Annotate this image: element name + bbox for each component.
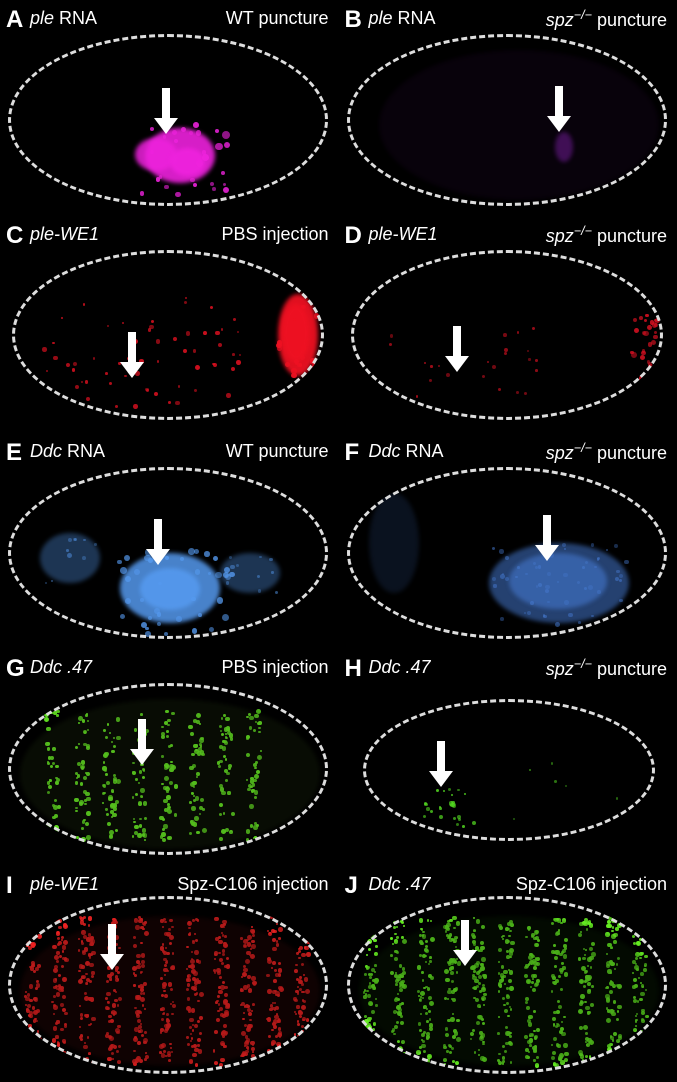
right-label: spz−/− puncture: [546, 8, 667, 31]
right-label: spz−/− puncture: [546, 441, 667, 464]
figure-grid: A ple RNA WT puncture B ple RNA spz−/− p…: [0, 0, 677, 1082]
embryo-outline: [8, 896, 328, 1074]
panel-letter: J: [345, 872, 358, 900]
panel-letter: H: [345, 655, 362, 683]
embryo-outline: [363, 699, 655, 841]
panel-G: G Ddc .47 PBS injection: [0, 649, 339, 865]
panel-letter: F: [345, 439, 360, 467]
left-label: ple RNA: [369, 8, 436, 29]
embryo-outline: [351, 250, 663, 420]
right-label: Spz-C106 injection: [516, 874, 667, 895]
panel-letter: G: [6, 655, 25, 683]
right-label: Spz-C106 injection: [177, 874, 328, 895]
panel-H: H Ddc .47 spz−/− puncture: [339, 649, 677, 865]
left-label: ple RNA: [30, 8, 97, 29]
panel-D: D ple-WE1 spz−/− puncture: [339, 216, 677, 432]
panel-C: C ple-WE1 PBS injection: [0, 216, 339, 432]
panel-letter: B: [345, 6, 362, 34]
right-label: spz−/− puncture: [546, 657, 667, 680]
right-label: spz−/− puncture: [546, 224, 667, 247]
panel-A: A ple RNA WT puncture: [0, 0, 339, 216]
left-label: Ddc .47: [369, 657, 431, 678]
left-label: ple-WE1: [30, 874, 99, 895]
panel-J: J Ddc .47 Spz-C106 injection: [339, 866, 677, 1082]
right-label: PBS injection: [221, 224, 328, 245]
panel-letter: D: [345, 222, 362, 250]
right-label: WT puncture: [226, 441, 329, 462]
right-label: WT puncture: [226, 8, 329, 29]
left-label: ple-WE1: [30, 224, 99, 245]
panel-letter: C: [6, 222, 23, 250]
right-label: PBS injection: [221, 657, 328, 678]
left-label: Ddc .47: [30, 657, 92, 678]
panel-F: F Ddc RNA spz−/− puncture: [339, 433, 677, 649]
panel-letter: I: [6, 872, 13, 900]
left-label: ple-WE1: [369, 224, 438, 245]
panel-letter: A: [6, 6, 23, 34]
embryo-outline: [347, 896, 667, 1074]
embryo-outline: [8, 683, 328, 855]
panel-B: B ple RNA spz−/− puncture: [339, 0, 677, 216]
left-label: Ddc RNA: [30, 441, 105, 462]
panel-E: E Ddc RNA WT puncture: [0, 433, 339, 649]
embryo-outline: [347, 34, 667, 206]
panel-I: I ple-WE1 Spz-C106 injection: [0, 866, 339, 1082]
left-label: Ddc .47: [369, 874, 431, 895]
panel-letter: E: [6, 439, 22, 467]
embryo-outline: [347, 467, 667, 639]
embryo-outline: [12, 250, 324, 420]
left-label: Ddc RNA: [369, 441, 444, 462]
